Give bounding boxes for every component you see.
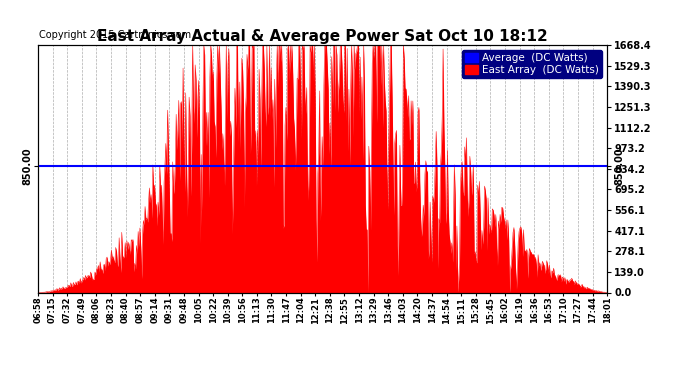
Legend: Average  (DC Watts), East Array  (DC Watts): Average (DC Watts), East Array (DC Watts… [462, 50, 602, 78]
Title: East Array Actual & Average Power Sat Oct 10 18:12: East Array Actual & Average Power Sat Oc… [97, 29, 548, 44]
Text: Copyright 2015 Cartronics.com: Copyright 2015 Cartronics.com [39, 30, 190, 40]
